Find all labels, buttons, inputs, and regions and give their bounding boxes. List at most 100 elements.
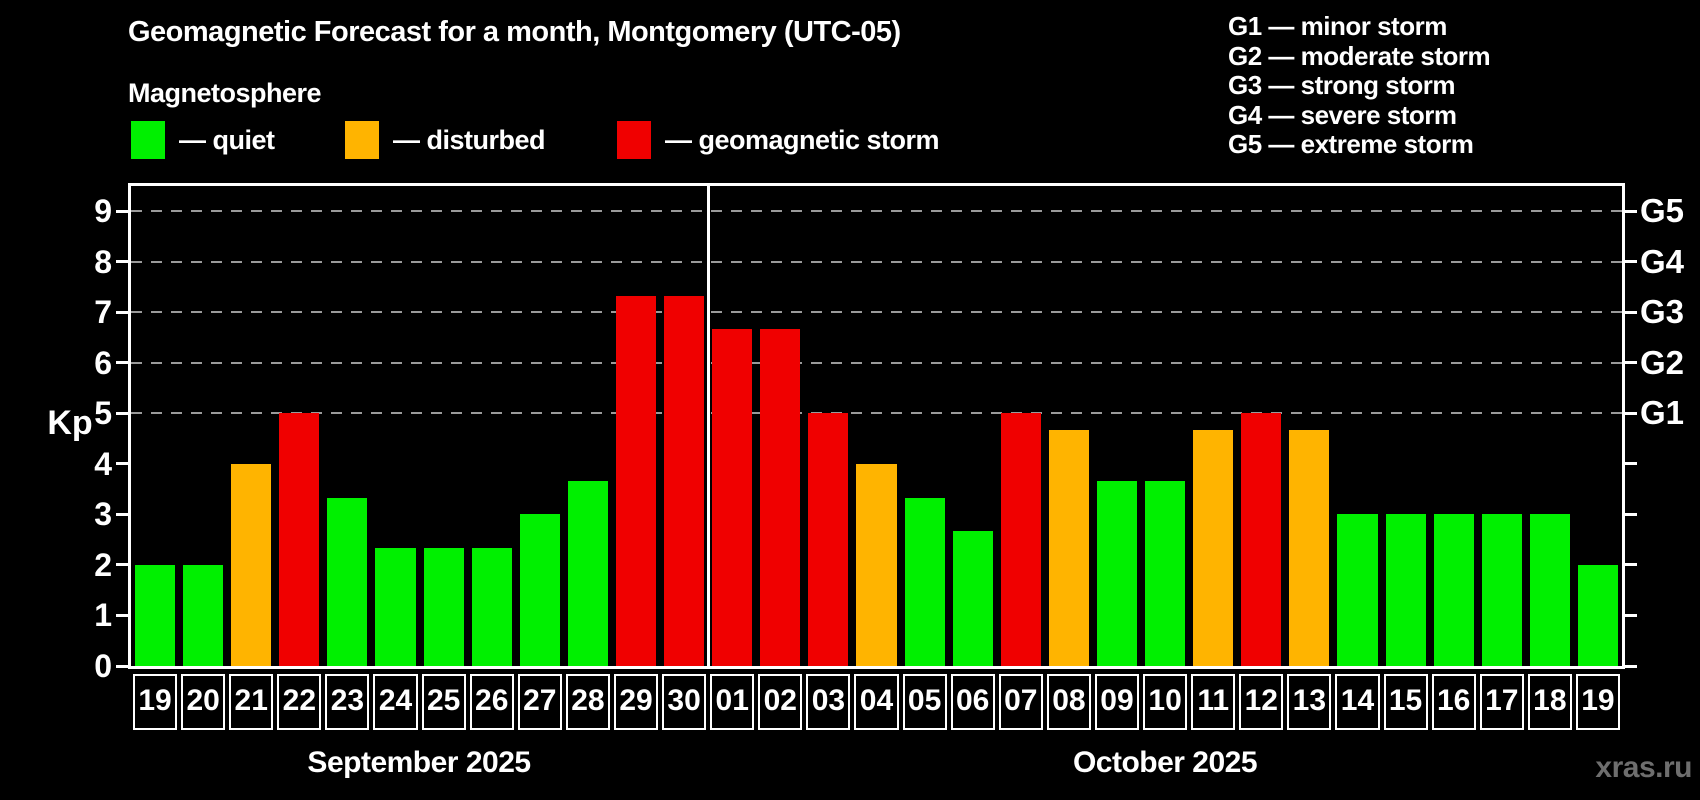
legend-label-disturbed: — disturbed xyxy=(393,124,546,155)
kp-bar-oct-06 xyxy=(952,531,993,666)
quiet-swatch-icon xyxy=(131,121,165,159)
kp-bar-oct-15 xyxy=(1385,514,1426,666)
left-tick-6 xyxy=(116,361,128,365)
kp-bar-sep-30 xyxy=(664,295,705,666)
y-axis-label-2: 2 xyxy=(94,546,112,583)
kp-bar-oct-04 xyxy=(856,463,897,666)
kp-bar-oct-12 xyxy=(1241,413,1282,666)
day-label-sep-19: 19 xyxy=(133,674,178,730)
y-axis-label-5: 5 xyxy=(94,395,112,432)
y-axis-label-0: 0 xyxy=(94,648,112,684)
kp-bar-sep-27 xyxy=(519,514,560,666)
left-tick-0 xyxy=(116,664,128,668)
kp-bar-sep-19 xyxy=(135,564,176,666)
day-label-sep-27: 27 xyxy=(517,674,562,730)
day-label-sep-21: 21 xyxy=(229,674,274,730)
month-label-september: September 2025 xyxy=(307,746,531,779)
day-label-oct-11: 11 xyxy=(1191,674,1236,730)
right-tick-3 xyxy=(1625,512,1637,516)
day-label-oct-17: 17 xyxy=(1479,674,1524,730)
left-tick-3 xyxy=(116,512,128,516)
right-tick-2 xyxy=(1625,563,1637,567)
right-axis-label-g1: G1 xyxy=(1640,394,1685,432)
left-tick-7 xyxy=(116,310,128,314)
right-tick-7 xyxy=(1625,310,1637,314)
plot-area xyxy=(128,183,1625,669)
day-label-sep-22: 22 xyxy=(277,674,322,730)
day-label-sep-25: 25 xyxy=(421,674,466,730)
y-axis-label-6: 6 xyxy=(94,344,112,381)
kp-bar-oct-09 xyxy=(1096,480,1138,666)
day-label-sep-20: 20 xyxy=(181,674,226,730)
g-legend-line-5: G5 — extreme storm xyxy=(1228,129,1474,159)
kp-bar-sep-29 xyxy=(615,295,657,666)
day-label-oct-16: 16 xyxy=(1431,674,1476,730)
left-tick-5 xyxy=(116,411,128,415)
kp-bar-sep-22 xyxy=(279,413,320,666)
kp-bar-oct-16 xyxy=(1433,514,1474,666)
day-label-sep-28: 28 xyxy=(565,674,610,730)
gridline-g2 xyxy=(131,361,1622,364)
day-label-oct-04: 04 xyxy=(854,674,899,730)
geomagnetic-storm-swatch-icon xyxy=(617,121,651,159)
right-axis-label-g2: G2 xyxy=(1640,343,1685,381)
right-tick-5 xyxy=(1625,411,1637,415)
legend-label-quiet: — quiet xyxy=(179,124,275,155)
kp-bar-oct-05 xyxy=(904,497,945,666)
day-label-oct-03: 03 xyxy=(806,674,851,730)
legend-item-quiet: — quiet xyxy=(131,120,275,160)
g-legend-line-4: G4 — severe storm xyxy=(1228,99,1457,130)
y-axis-label-1: 1 xyxy=(94,597,112,634)
kp-bar-oct-14 xyxy=(1337,514,1378,666)
kp-bar-oct-03 xyxy=(808,413,849,666)
legend-item-disturbed: — disturbed xyxy=(345,120,546,160)
right-axis-label-g5: G5 xyxy=(1640,192,1685,230)
right-tick-0 xyxy=(1625,664,1637,668)
kp-bar-oct-10 xyxy=(1145,480,1186,666)
kp-bar-sep-24 xyxy=(375,548,416,666)
kp-bar-oct-13 xyxy=(1289,430,1330,666)
page-title: Geomagnetic Forecast for a month, Montgo… xyxy=(128,16,901,48)
kp-bar-oct-07 xyxy=(1000,413,1041,666)
g-scale-legend: G1 — minor storm G2 — moderate storm G3 — … xyxy=(1228,11,1491,160)
magnetosphere-subtitle: Magnetosphere xyxy=(128,78,322,108)
g-legend-line-2: G2 — moderate storm xyxy=(1228,40,1491,71)
right-tick-9 xyxy=(1625,209,1637,213)
day-label-oct-12: 12 xyxy=(1239,674,1284,730)
kp-bar-oct-17 xyxy=(1481,514,1522,666)
gridline-g4 xyxy=(131,260,1622,263)
day-label-oct-13: 13 xyxy=(1287,674,1332,730)
day-label-oct-05: 05 xyxy=(902,674,947,730)
day-label-oct-19: 19 xyxy=(1575,674,1620,730)
day-label-oct-07: 07 xyxy=(998,674,1043,730)
gridline-g1 xyxy=(131,412,1622,415)
g-legend-line-3: G3 — strong storm xyxy=(1228,70,1455,100)
y-axis-label-7: 7 xyxy=(94,294,112,331)
watermark: xras.ru xyxy=(1595,751,1692,784)
month-label-october: October 2025 xyxy=(1072,746,1258,779)
y-axis-label-8: 8 xyxy=(94,243,112,280)
right-tick-1 xyxy=(1625,613,1637,617)
day-label-oct-14: 14 xyxy=(1335,674,1380,730)
day-label-oct-02: 02 xyxy=(758,674,803,730)
day-label-oct-18: 18 xyxy=(1527,674,1572,730)
kp-bar-oct-02 xyxy=(760,328,801,666)
kp-bar-sep-26 xyxy=(471,548,512,666)
right-axis-label-g3: G3 xyxy=(1640,293,1685,331)
kp-bar-oct-11 xyxy=(1193,430,1234,666)
y-axis-label-4: 4 xyxy=(94,445,112,482)
legend-label-geomagnetic-storm: — geomagnetic storm xyxy=(665,124,940,155)
kp-bar-sep-20 xyxy=(183,564,224,666)
kp-bar-oct-19 xyxy=(1577,564,1618,666)
kp-axis-title: Kp xyxy=(47,404,93,442)
day-label-oct-15: 15 xyxy=(1383,674,1428,730)
right-tick-6 xyxy=(1625,361,1637,365)
g-legend-line-1: G1 — minor storm xyxy=(1228,11,1447,41)
kp-bar-oct-01 xyxy=(712,328,753,666)
kp-bar-sep-23 xyxy=(327,497,368,666)
day-label-oct-06: 06 xyxy=(950,674,995,730)
kp-bar-sep-21 xyxy=(231,463,272,666)
kp-bar-sep-28 xyxy=(567,480,608,666)
right-axis-label-g4: G4 xyxy=(1640,242,1685,280)
